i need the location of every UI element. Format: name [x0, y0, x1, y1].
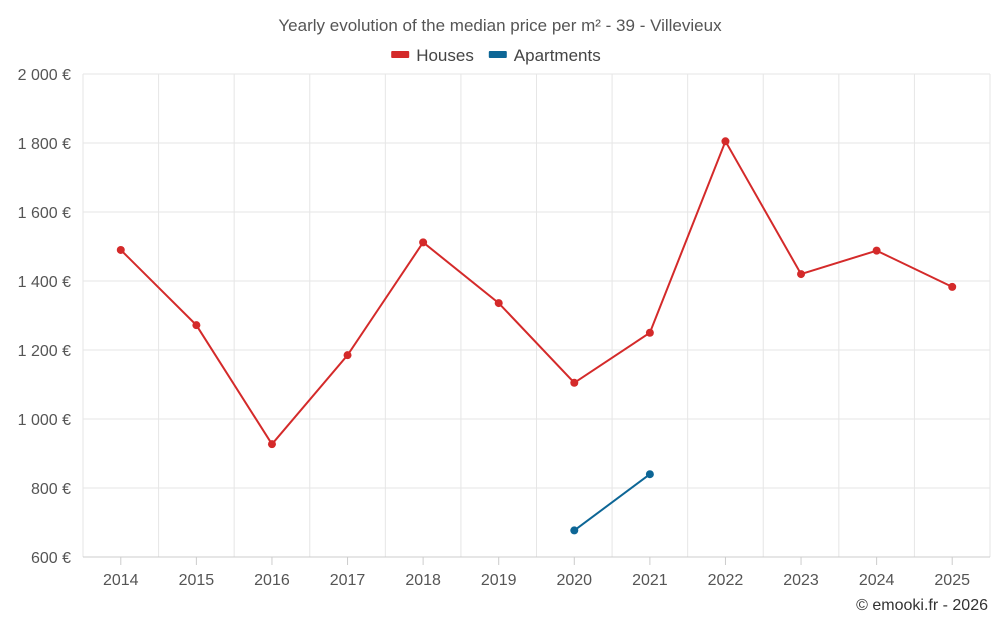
data-point-houses [872, 246, 881, 255]
x-tick-label: 2021 [632, 572, 668, 589]
data-point-houses [948, 282, 957, 291]
x-tick-label: 2022 [708, 572, 744, 589]
data-point-houses [570, 378, 579, 387]
data-point-houses [267, 440, 276, 449]
data-point-houses [494, 299, 503, 308]
x-tick-label: 2025 [934, 572, 970, 589]
grid [82, 73, 991, 558]
y-tick-label: 2 000 € [18, 67, 71, 84]
series-line-houses [120, 138, 953, 446]
x-tick-label: 2016 [254, 572, 290, 589]
x-tick-label: 2019 [481, 572, 517, 589]
series-layer [116, 137, 957, 535]
legend-label-houses: Houses [416, 46, 474, 65]
legend: Houses Apartments [391, 46, 601, 65]
y-tick-label: 800 € [31, 481, 71, 498]
axes: 600 € 800 € 1 000 € 1 200 € 1 400 € 1 600 € 1 … [18, 67, 990, 589]
x-tick-label: 2018 [405, 572, 441, 589]
data-point-houses [797, 270, 806, 279]
x-tick-label: 2015 [179, 572, 215, 589]
series-houses [116, 137, 957, 449]
data-point-houses [192, 321, 201, 330]
chart-title: Yearly evolution of the median price per… [278, 16, 722, 35]
x-tick-label: 2014 [103, 572, 139, 589]
data-point-houses [343, 351, 352, 360]
series-apartments [570, 470, 654, 535]
y-tick-label: 1 800 € [18, 136, 71, 153]
legend-label-apartments: Apartments [514, 46, 601, 65]
data-point-houses [419, 238, 428, 247]
y-tick-label: 600 € [31, 550, 71, 567]
data-point-houses [116, 245, 125, 254]
y-tick-label: 1 400 € [18, 274, 71, 291]
credit-text: © emooki.fr - 2026 [856, 597, 988, 614]
data-point-apartments [645, 470, 654, 479]
x-tick-label: 2023 [783, 572, 819, 589]
series-line-apartments [573, 473, 651, 532]
legend-swatch-houses [391, 51, 410, 58]
legend-swatch-apartments [488, 51, 507, 58]
data-point-apartments [570, 526, 579, 535]
data-point-houses [645, 328, 654, 337]
x-tick-label: 2024 [859, 572, 895, 589]
x-tick-label: 2017 [330, 572, 366, 589]
y-tick-label: 1 600 € [18, 205, 71, 222]
x-tick-label: 2020 [556, 572, 592, 589]
y-tick-label: 1 200 € [18, 343, 71, 360]
data-point-houses [721, 137, 730, 146]
y-tick-label: 1 000 € [18, 412, 71, 429]
